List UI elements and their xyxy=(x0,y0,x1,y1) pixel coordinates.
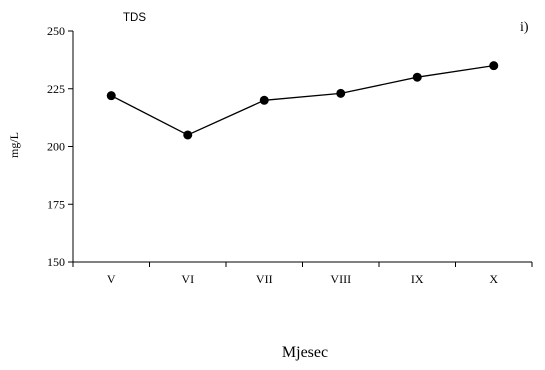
data-point xyxy=(412,72,422,82)
y-tick-label: 150 xyxy=(47,255,65,269)
y-tick-label: 250 xyxy=(47,24,65,38)
x-tick-label: X xyxy=(489,272,498,286)
data-point xyxy=(106,91,116,101)
series-group xyxy=(106,61,499,140)
y-axis-label: mg/L xyxy=(7,132,21,158)
y-tick-label: 175 xyxy=(47,197,65,211)
x-axis-label: Mjesec xyxy=(282,344,328,361)
data-point xyxy=(259,95,269,105)
data-point xyxy=(183,130,193,140)
x-tick-label: IX xyxy=(411,272,424,286)
data-point xyxy=(489,61,499,71)
x-ticks: V VI VII VIII IX X xyxy=(72,262,533,286)
y-ticks: 150 175 200 225 250 xyxy=(47,24,73,269)
x-tick-label: VI xyxy=(181,272,194,286)
x-tick-label: VII xyxy=(256,272,273,286)
series-line xyxy=(110,65,494,136)
y-tick-label: 225 xyxy=(47,82,65,96)
x-tick-label: V xyxy=(107,272,116,286)
chart-title: TDS xyxy=(123,12,146,24)
x-tick-label: VIII xyxy=(330,272,351,286)
data-point xyxy=(336,88,346,98)
panel-label: i) xyxy=(520,20,529,35)
y-tick-label: 200 xyxy=(47,140,65,154)
